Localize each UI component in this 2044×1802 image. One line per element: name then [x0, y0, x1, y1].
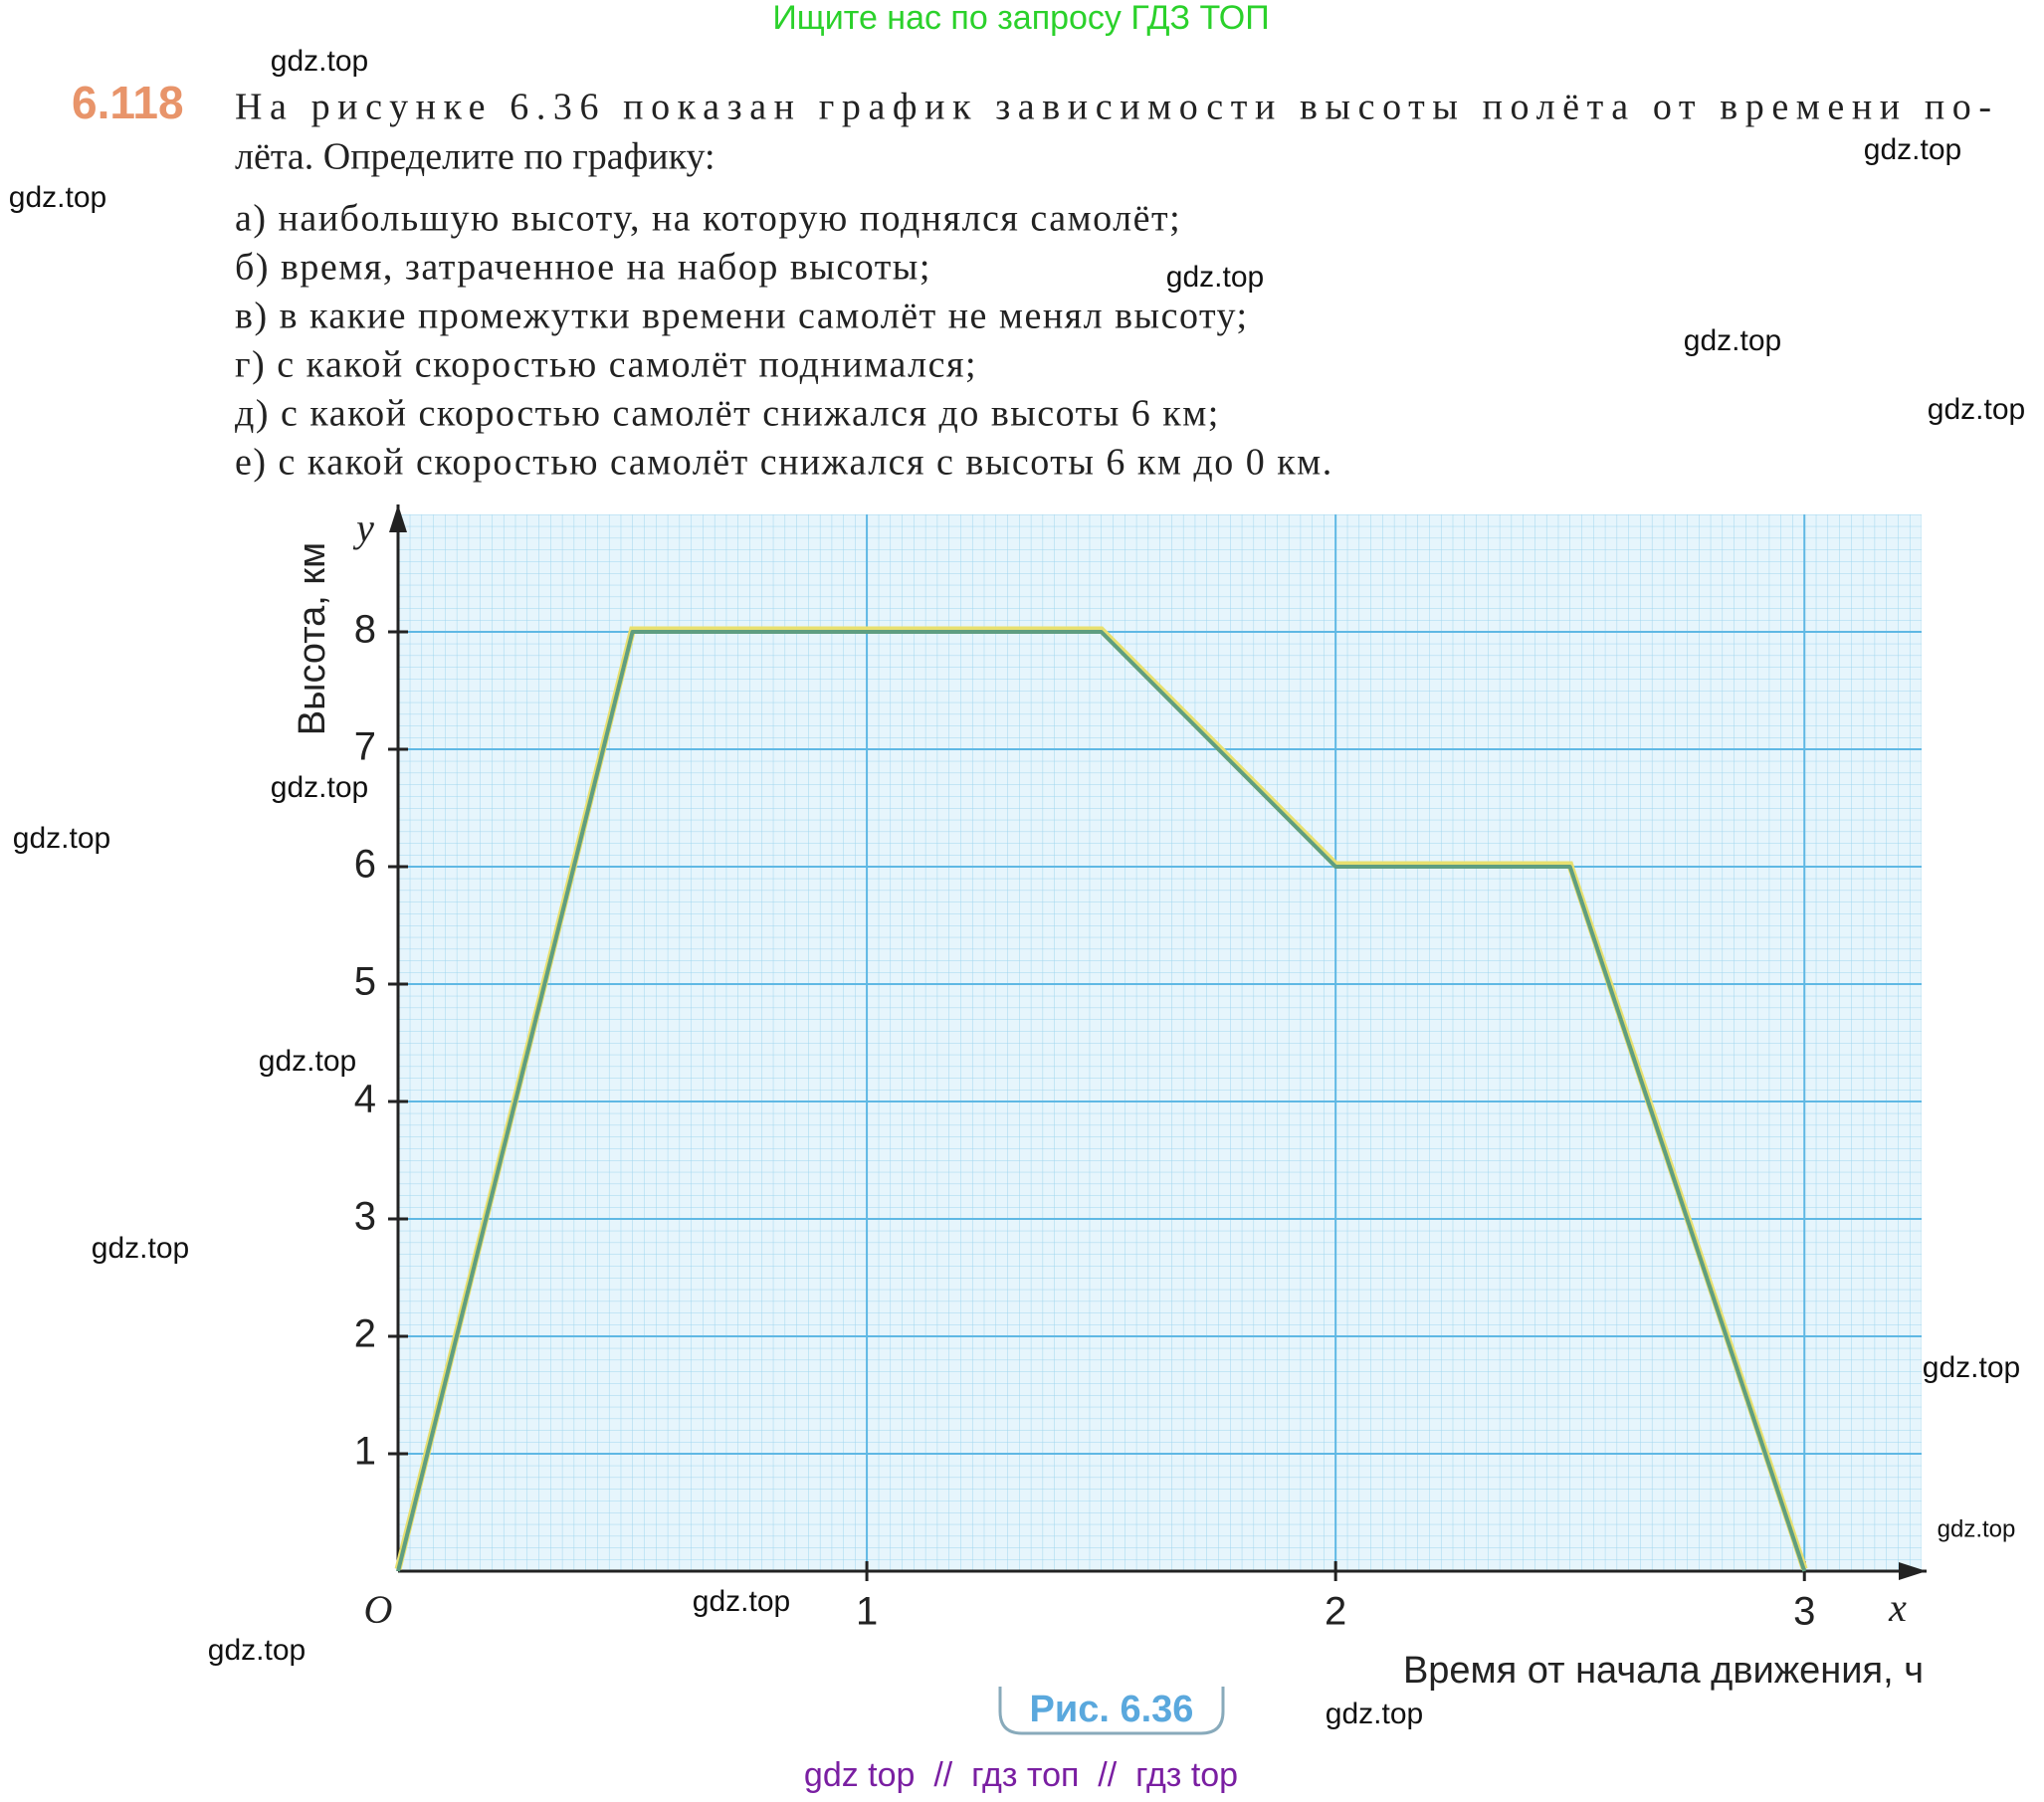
watermark: gdz.top [271, 45, 368, 78]
watermark: gdz.top [208, 1634, 306, 1667]
caption-frame [998, 1687, 1225, 1735]
y-tick-label: 8 [354, 608, 376, 652]
y-axis-label: Высота, км [292, 542, 333, 735]
watermark: gdz.top [1938, 1515, 2016, 1542]
watermark: gdz.top [271, 771, 368, 804]
problem-item: г) с какой скоростью самолёт поднимался; [235, 344, 977, 386]
y-tick-label: 5 [354, 960, 376, 1004]
problem-item: в) в какие промежутки времени самолёт не… [235, 296, 1249, 337]
problem-line: лёта. Определите по графику: [235, 136, 715, 178]
problem-item: б) время, затраченное на набор высоты; [235, 247, 931, 289]
y-tick-label: 6 [354, 843, 376, 887]
y-tick-label: 4 [354, 1078, 376, 1121]
watermark: gdz.top [9, 181, 106, 214]
y-arrow [389, 504, 407, 532]
y-tick-label: 1 [354, 1430, 376, 1474]
watermark: gdz.top [1326, 1698, 1423, 1730]
problem-item: а) наибольшую высоту, на которую поднялс… [235, 198, 1181, 240]
watermark: gdz.top [1864, 133, 1961, 166]
watermark: gdz.top [1684, 324, 1781, 357]
y-tick-label: 2 [354, 1312, 376, 1356]
watermark: gdz.top [1928, 393, 2025, 426]
banner: Ищите нас по запросу ГДЗ ТОП [772, 0, 1269, 37]
watermark: gdz.top [92, 1232, 189, 1265]
plot: 1 2 3 4 5 6 7 8 1 2 3 O x y Время от начала движения, … [292, 504, 1927, 1692]
x-tick-label: 3 [1793, 1590, 1815, 1634]
footer: gdz top // гдз топ // гдз top [804, 1756, 1238, 1794]
watermark: gdz.top [1166, 261, 1264, 294]
caption: Рис. 6.36 [1030, 1689, 1194, 1730]
x-tick-label: 1 [856, 1590, 878, 1634]
y-tick-label: 7 [354, 725, 376, 769]
watermark: gdz.top [13, 822, 110, 855]
x-axis-name: x [1888, 1585, 1907, 1630]
origin-label: O [364, 1587, 393, 1632]
problem-item: е) с какой скоростью самолёт снижался с … [235, 442, 1333, 484]
data-line [396, 630, 1807, 1572]
x-arrow [1899, 1562, 1927, 1580]
problem-item: д) с какой скоростью самолёт снижался до… [235, 393, 1220, 435]
y-axis-name: y [352, 505, 374, 550]
y-tick-label: 3 [354, 1195, 376, 1239]
problem-number: 6.118 [72, 77, 184, 128]
minor-grid [398, 514, 1922, 1571]
watermark: gdz.top [259, 1045, 356, 1078]
x-tick-label: 2 [1325, 1590, 1346, 1634]
x-axis-label: Время от начала движения, ч [1403, 1650, 1924, 1692]
watermark: gdz.top [1923, 1351, 2020, 1384]
watermark: gdz.top [693, 1585, 790, 1618]
